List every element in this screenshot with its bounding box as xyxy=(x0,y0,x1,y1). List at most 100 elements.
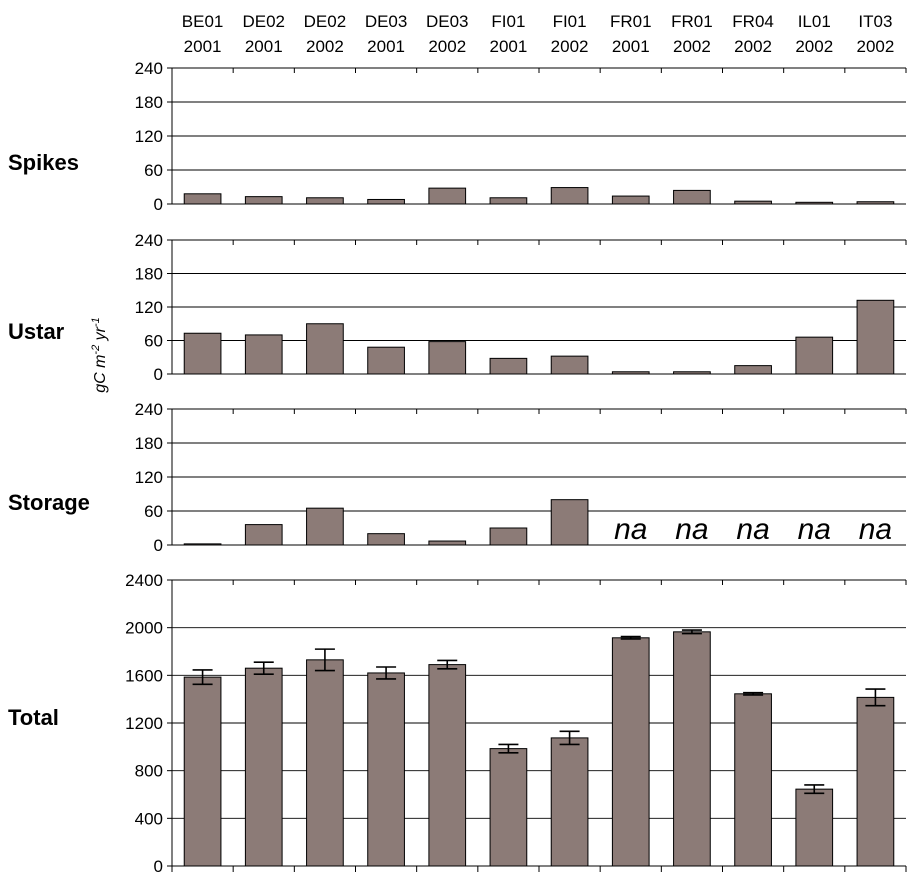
category-site-label: DE03 xyxy=(426,12,469,31)
category-year-label: 2001 xyxy=(490,37,528,56)
ustar-bar xyxy=(795,336,834,375)
storage-na-label: na xyxy=(736,513,769,546)
ustar-bar xyxy=(428,341,467,375)
ustar-bar xyxy=(306,323,344,375)
storage-bar xyxy=(550,499,589,546)
total-y-tick-label: 2400 xyxy=(125,571,163,590)
storage-na-label: na xyxy=(614,513,647,546)
ustar-panel-label: Ustar xyxy=(8,319,65,344)
storage-y-tick-label: 0 xyxy=(154,536,163,555)
labels: BE01 2001 DE02 2001 DE02 2002 DE03 2001 DE03 2002… xyxy=(8,12,894,873)
category-site-label: FI01 xyxy=(553,12,587,31)
category-site-label: BE01 xyxy=(182,12,224,31)
category-year-label: 2002 xyxy=(795,37,833,56)
category-year-label: 2002 xyxy=(551,37,589,56)
spikes-bar xyxy=(306,197,344,205)
storage-bar xyxy=(183,543,222,546)
spikes-bar xyxy=(183,193,222,205)
category-site-label: IT03 xyxy=(858,12,892,31)
category-site-label: DE03 xyxy=(365,12,408,31)
ustar-bar xyxy=(856,299,895,375)
total-bar xyxy=(795,788,834,867)
ustar-y-tick-label: 60 xyxy=(144,332,163,351)
total-bar xyxy=(183,676,222,867)
ustar-bar xyxy=(183,332,222,375)
total-bar xyxy=(856,696,895,867)
y-axis-units-label: gC m-2 yr-1 xyxy=(90,317,109,393)
ustar-bar xyxy=(734,365,772,375)
spikes-bar xyxy=(550,187,589,205)
ustar-bar xyxy=(367,346,405,375)
bars xyxy=(183,187,895,867)
category-site-label: IL01 xyxy=(798,12,831,31)
storage-bar xyxy=(367,533,405,546)
category-site-label: FR01 xyxy=(610,12,652,31)
category-year-label: 2002 xyxy=(673,37,711,56)
ustar-y-tick-label: 120 xyxy=(135,298,163,317)
storage-na-label: na xyxy=(798,513,831,546)
storage-y-tick-label: 240 xyxy=(135,400,163,419)
spikes-bar xyxy=(795,201,834,205)
storage-bar xyxy=(489,527,528,546)
total-y-tick-label: 1600 xyxy=(125,666,163,685)
total-y-tick-label: 0 xyxy=(154,857,163,873)
category-year-label: 2001 xyxy=(367,37,405,56)
ustar-y-tick-label: 180 xyxy=(135,265,163,284)
spikes-bar xyxy=(367,198,405,205)
total-bar xyxy=(306,659,344,867)
ustar-y-tick-label: 240 xyxy=(135,231,163,250)
spikes-y-tick-label: 120 xyxy=(135,127,163,146)
spikes-panel-label: Spikes xyxy=(8,150,79,175)
storage-bar xyxy=(306,507,344,546)
storage-panel-label: Storage xyxy=(8,490,90,515)
spikes-bar xyxy=(856,201,895,205)
storage-y-tick-label: 180 xyxy=(135,434,163,453)
spikes-y-tick-label: 0 xyxy=(154,195,163,214)
category-site-label: DE02 xyxy=(242,12,285,31)
spikes-bar xyxy=(611,195,650,205)
category-site-label: DE02 xyxy=(304,12,347,31)
category-year-label: 2001 xyxy=(245,37,283,56)
total-bar xyxy=(734,693,772,867)
category-year-label: 2002 xyxy=(857,37,895,56)
category-year-label: 2002 xyxy=(428,37,466,56)
total-y-tick-label: 400 xyxy=(135,809,163,828)
storage-bar xyxy=(244,524,283,546)
storage-y-tick-label: 120 xyxy=(135,468,163,487)
storage-y-tick-label: 60 xyxy=(144,502,163,521)
ustar-bar xyxy=(244,334,283,375)
spikes-y-tick-label: 240 xyxy=(135,59,163,78)
category-site-label: FR01 xyxy=(671,12,713,31)
ustar-y-tick-label: 0 xyxy=(154,365,163,384)
total-bar xyxy=(428,664,467,867)
spikes-y-tick-label: 180 xyxy=(135,93,163,112)
axes xyxy=(167,67,907,872)
spikes-bar xyxy=(428,187,467,205)
total-bar xyxy=(550,737,589,867)
total-panel-label: Total xyxy=(8,705,59,730)
total-bar xyxy=(367,672,405,867)
total-y-tick-label: 800 xyxy=(135,762,163,781)
total-y-tick-label: 1200 xyxy=(125,714,163,733)
spikes-bar xyxy=(673,189,711,205)
category-year-label: 2001 xyxy=(184,37,222,56)
total-bar xyxy=(673,631,711,867)
total-bar xyxy=(489,748,528,867)
storage-na-label: na xyxy=(859,513,892,546)
ustar-bar xyxy=(611,371,650,375)
category-year-label: 2002 xyxy=(734,37,772,56)
total-bar xyxy=(244,667,283,867)
ustar-bar xyxy=(673,371,711,375)
total-y-tick-label: 2000 xyxy=(125,619,163,638)
spikes-bar xyxy=(489,197,528,205)
spikes-bar xyxy=(244,196,283,205)
total-bar xyxy=(611,637,650,867)
ustar-bar xyxy=(489,357,528,375)
storage-na-label: na xyxy=(675,513,708,546)
spikes-y-tick-label: 60 xyxy=(144,161,163,180)
storage-bar xyxy=(428,540,467,546)
category-site-label: FI01 xyxy=(491,12,525,31)
category-site-label: FR04 xyxy=(732,12,774,31)
category-year-label: 2002 xyxy=(306,37,344,56)
